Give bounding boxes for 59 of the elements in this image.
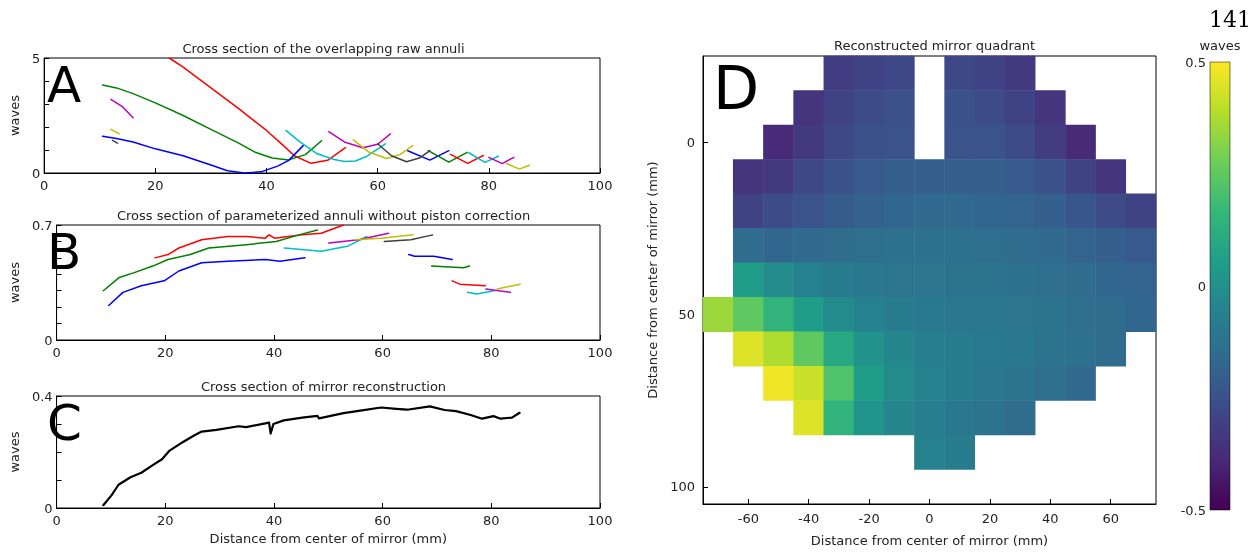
y-tick-label: 50	[678, 306, 695, 322]
y-tick-label: 0.4	[31, 388, 53, 404]
annotation: D	[713, 53, 760, 123]
x-tick-label: 0	[925, 511, 934, 526]
y-tick-label: 100	[670, 479, 695, 495]
x-axis-title: Distance from center of mirror (mm)	[810, 533, 1049, 548]
y-axis-title: Distance from center of mirror (mm)	[645, 161, 661, 399]
y-tick-label: 0	[31, 165, 41, 181]
x-tick-label: 80	[483, 345, 500, 360]
x-tick-label: 20	[981, 511, 999, 526]
x-tick-label: -20	[858, 511, 880, 526]
line-series	[376, 143, 431, 163]
line-series	[283, 235, 368, 253]
y-axis-title: waves	[7, 261, 22, 304]
x-tick-label: 100	[587, 513, 613, 528]
x-tick-label: 60	[1102, 511, 1119, 526]
x-tick-label: -40	[798, 511, 820, 526]
x-tick-label: 60	[369, 178, 386, 193]
x-tick-label: 20	[147, 178, 164, 193]
x-tick-label: 80	[480, 178, 498, 193]
color-bar-label: 0	[1197, 278, 1206, 294]
line-series	[102, 229, 319, 292]
chart-title: Reconstructed mirror quadrant	[833, 38, 1036, 53]
x-tick-label: 40	[258, 178, 275, 193]
line-series	[352, 139, 414, 160]
color-bar-title: waves	[1199, 38, 1241, 53]
y-tick-label: 0.7	[31, 217, 53, 233]
x-tick-label: 20	[156, 513, 174, 528]
x-axis-title: Distance from center of mirror (mm)	[209, 531, 447, 546]
x-tick-label: 40	[265, 513, 283, 528]
line-series	[154, 224, 345, 259]
x-tick-label: 100	[587, 345, 613, 360]
line-series	[101, 135, 304, 174]
text: 141	[1209, 6, 1252, 32]
y-tick-label: 0	[44, 332, 53, 348]
y-tick-label: 5	[31, 50, 41, 66]
chart-title: Cross section of mirror reconstruction	[200, 379, 447, 394]
y-axis-title: waves	[7, 94, 22, 137]
chart-title: Cross section of the overlapping raw annuli	[182, 41, 465, 56]
chart-title: Cross section of parameterized annuli without piston correction	[116, 208, 531, 223]
color-bar-label: -0.5	[1180, 502, 1206, 518]
line-series	[328, 130, 392, 149]
y-axis-title: waves	[7, 431, 22, 473]
y-tick-label: 0	[44, 500, 53, 516]
x-tick-label: 60	[374, 345, 391, 360]
y-tick-label: 0	[686, 134, 695, 150]
line-series	[101, 84, 323, 161]
line-series	[285, 129, 387, 163]
x-tick-label: 40	[265, 345, 283, 360]
x-tick-label: 40	[1042, 511, 1059, 526]
annotation: A	[47, 56, 82, 114]
x-tick-label: 20	[156, 345, 174, 360]
x-tick-label: 60	[374, 513, 391, 528]
x-tick-label: -60	[737, 511, 759, 526]
line-series	[107, 257, 306, 307]
x-tick-label: 80	[483, 513, 500, 528]
line-series	[168, 57, 347, 165]
x-tick-label: 100	[587, 178, 613, 193]
color-bar-label: 0.5	[1185, 54, 1206, 70]
